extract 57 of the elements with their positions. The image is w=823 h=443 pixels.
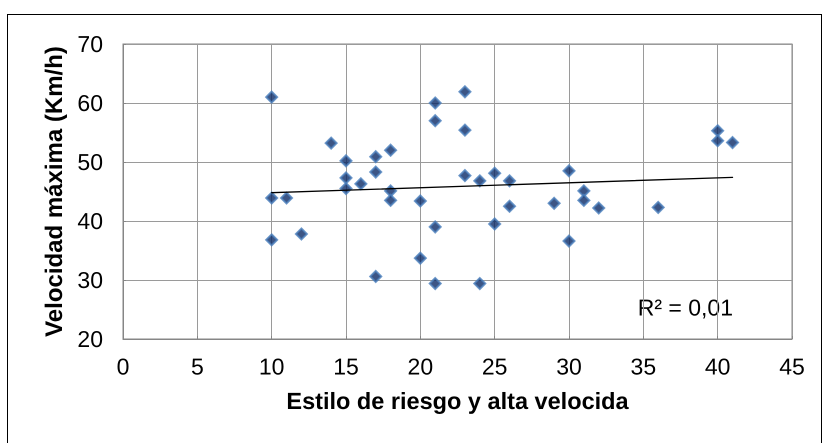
point: [488, 217, 502, 230]
point: [384, 194, 398, 207]
x-tick-label: 25: [482, 354, 508, 380]
point: [265, 90, 278, 104]
point: [369, 150, 382, 164]
point: [428, 220, 442, 234]
point: [458, 85, 472, 98]
point: [384, 144, 398, 157]
point: [473, 174, 486, 188]
point: [503, 200, 516, 213]
point: [294, 227, 308, 240]
x-tick-label: 15: [333, 354, 359, 380]
x-axis-title: Estilo de riesgo y alta velocida: [286, 388, 630, 414]
y-tick-label: 40: [77, 208, 103, 234]
x-tick-label: 45: [779, 354, 805, 380]
x-tick-label: 35: [630, 354, 656, 380]
point: [458, 124, 472, 137]
point: [428, 114, 442, 128]
x-tick-label: 0: [116, 354, 130, 380]
point: [354, 177, 368, 190]
point: [324, 136, 338, 150]
point: [488, 166, 502, 180]
point: [414, 252, 427, 265]
point: [592, 202, 606, 215]
y-tick-label: 30: [77, 267, 103, 293]
y-tick-label: 60: [77, 90, 103, 116]
x-tick-label: 40: [704, 354, 730, 380]
y-tick-label: 20: [77, 326, 103, 352]
point: [562, 164, 576, 178]
x-tick-label: 30: [556, 354, 582, 380]
point: [340, 171, 352, 184]
x-tick-label: 20: [408, 354, 434, 380]
point: [265, 191, 278, 204]
point: [652, 200, 665, 214]
point: [577, 194, 590, 207]
point: [428, 277, 442, 290]
x-tick-label: 5: [190, 354, 204, 380]
point: [548, 196, 561, 210]
y-axis-title: Velocidad máxima (Km/h): [41, 46, 68, 337]
point: [473, 277, 486, 290]
point: [711, 124, 724, 138]
point: [369, 270, 382, 283]
point: [265, 233, 278, 246]
y-tick-label: 50: [77, 149, 103, 175]
point: [726, 136, 740, 150]
point: [503, 174, 516, 188]
point: [369, 166, 382, 179]
point: [577, 184, 590, 198]
point: [428, 96, 442, 110]
y-tick-label: 70: [77, 31, 103, 57]
point: [562, 234, 576, 248]
point: [280, 191, 294, 204]
point: [340, 154, 352, 168]
x-tick-label: 10: [258, 354, 284, 380]
point: [458, 169, 472, 182]
point: [414, 194, 427, 208]
point: [711, 134, 724, 148]
